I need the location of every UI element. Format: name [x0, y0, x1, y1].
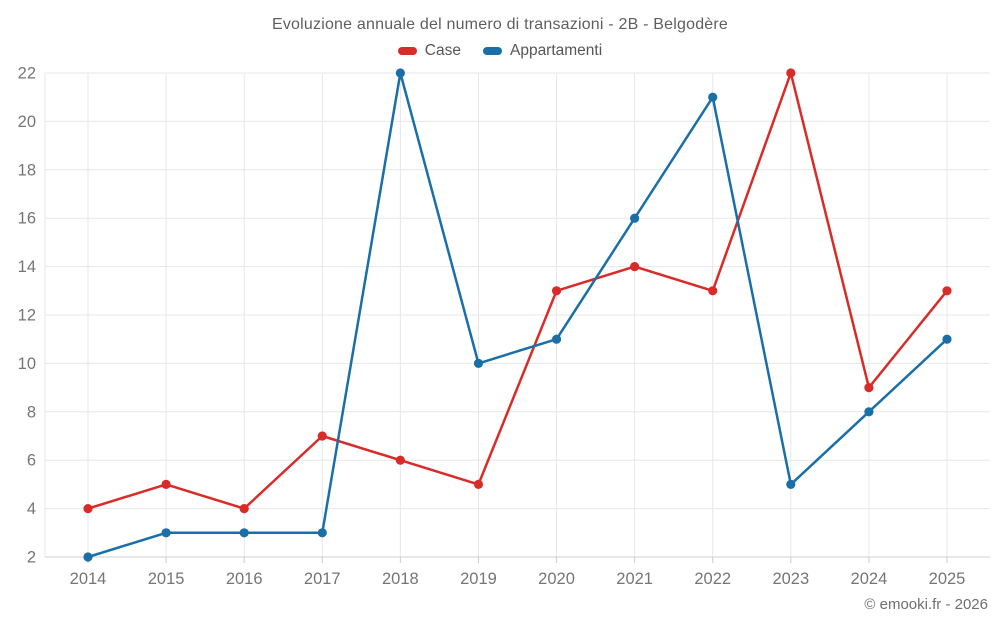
series-line-case [86, 71, 949, 510]
data-point-case-2021[interactable] [630, 262, 640, 272]
legend-swatch-appartamenti [482, 47, 502, 55]
data-point-case-2014[interactable] [83, 504, 93, 514]
data-point-appartamenti-2017[interactable] [317, 528, 327, 538]
legend-swatch-case [397, 47, 417, 55]
data-point-appartamenti-2014[interactable] [83, 552, 93, 562]
data-point-appartamenti-2024[interactable] [864, 407, 874, 417]
y-tick-label: 8 [27, 403, 36, 421]
chart-title: Evoluzione annuale del numero di transaz… [271, 16, 729, 33]
data-point-case-2019[interactable] [473, 479, 484, 489]
x-tick-label: 2017 [304, 570, 341, 588]
y-tick-label: 18 [18, 161, 36, 179]
y-tick-label: 22 [18, 65, 36, 83]
x-tick-label: 2018 [382, 570, 419, 588]
y-tick-label: 12 [18, 307, 36, 325]
x-tick-label: 2019 [460, 570, 497, 588]
data-point-appartamenti-2015[interactable] [161, 528, 171, 538]
y-tick-label: 16 [18, 210, 36, 228]
legend-item-case[interactable]: Case [397, 42, 461, 60]
series-line-appartamenti [86, 71, 949, 559]
x-tick-label: 2020 [538, 570, 575, 588]
y-tick-label: 14 [18, 258, 36, 276]
data-point-appartamenti-2020[interactable] [551, 334, 562, 344]
data-point-appartamenti-2019[interactable] [473, 358, 484, 368]
x-tick-label: 2023 [772, 570, 809, 588]
footer-credit: © emooki.fr - 2026 [864, 596, 988, 613]
data-point-case-2020[interactable] [551, 286, 562, 296]
data-point-appartamenti-2025[interactable] [942, 334, 952, 344]
x-tick-label: 2014 [70, 570, 107, 588]
data-point-appartamenti-2022[interactable] [708, 92, 718, 102]
data-point-case-2015[interactable] [161, 479, 171, 489]
data-point-case-2018[interactable] [395, 455, 405, 465]
y-tick-label: 20 [18, 113, 36, 131]
x-tick-label: 2015 [148, 570, 185, 588]
x-tick-label: 2022 [694, 570, 731, 588]
x-tick-label: 2025 [929, 570, 966, 588]
data-point-case-2016[interactable] [239, 504, 249, 514]
data-point-appartamenti-2021[interactable] [630, 213, 640, 223]
data-point-case-2025[interactable] [942, 286, 952, 296]
data-point-appartamenti-2018[interactable] [395, 68, 405, 78]
x-tick-label: 2021 [616, 570, 653, 588]
legend-item-appartamenti[interactable]: Appartamenti [482, 42, 603, 60]
data-point-case-2024[interactable] [864, 383, 874, 393]
data-point-case-2017[interactable] [317, 431, 327, 441]
legend-label-case: Case [424, 42, 461, 59]
x-tick-label: 2024 [851, 570, 888, 588]
x-tick-label: 2016 [226, 570, 263, 588]
legend: Case Appartamenti [0, 42, 1000, 60]
y-tick-label: 4 [27, 500, 36, 518]
data-point-case-2023[interactable] [786, 68, 796, 78]
data-point-appartamenti-2023[interactable] [786, 479, 796, 489]
data-point-appartamenti-2016[interactable] [239, 528, 249, 538]
y-tick-label: 2 [27, 549, 36, 567]
legend-label-appartamenti: Appartamenti [509, 42, 603, 59]
y-tick-label: 6 [27, 452, 36, 470]
y-tick-label: 10 [18, 355, 36, 373]
data-point-case-2022[interactable] [708, 286, 718, 296]
